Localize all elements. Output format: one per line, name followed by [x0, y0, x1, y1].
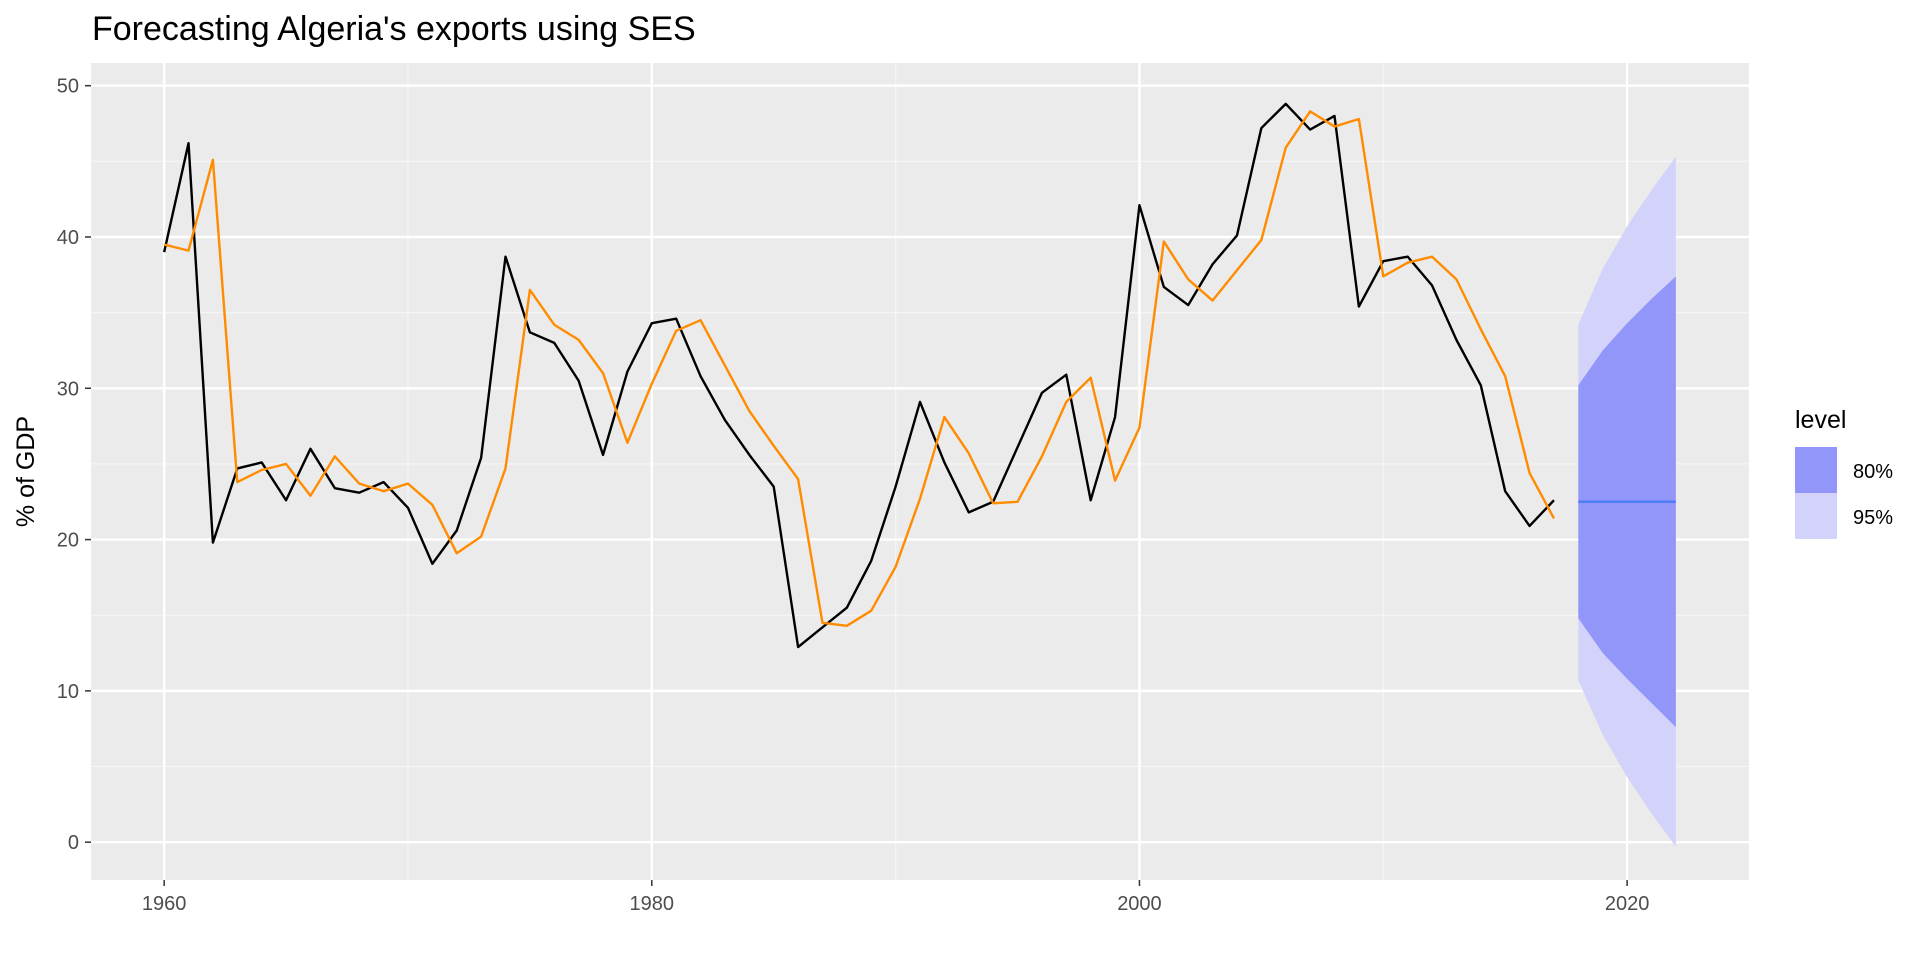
- y-axis-title: % of GDP: [12, 416, 40, 527]
- legend-swatch-80: [1795, 447, 1837, 493]
- legend-label-95: 95%: [1853, 507, 1893, 529]
- fitted-values-line: [163, 110, 1555, 628]
- y-tick-label: 30: [57, 378, 79, 400]
- plot-panel: [91, 63, 1749, 880]
- y-tick-label: 0: [68, 832, 79, 854]
- chart-title: Forecasting Algeria's exports using SES: [92, 10, 696, 48]
- x-tick-label: 1960: [142, 893, 187, 915]
- legend-title: level: [1795, 406, 1846, 434]
- major-gridlines: [91, 63, 1749, 880]
- y-tick-label: 50: [57, 76, 79, 98]
- y-tick-label: 10: [57, 681, 79, 703]
- series-lines: [162, 102, 1676, 649]
- axes: 1960 1980 2000 2020 0 10 20 30 40 50: [57, 76, 1650, 915]
- legend: level 80% 95%: [1795, 406, 1893, 539]
- x-tick-label: 1980: [630, 893, 675, 915]
- x-tick-label: 2000: [1117, 893, 1162, 915]
- y-tick-label: 20: [57, 530, 79, 552]
- y-tick-label: 40: [57, 227, 79, 249]
- x-tick-label: 2020: [1605, 893, 1650, 915]
- legend-label-80: 80%: [1853, 461, 1893, 483]
- legend-swatch-95: [1795, 493, 1837, 539]
- actual-exports-line: [162, 102, 1555, 649]
